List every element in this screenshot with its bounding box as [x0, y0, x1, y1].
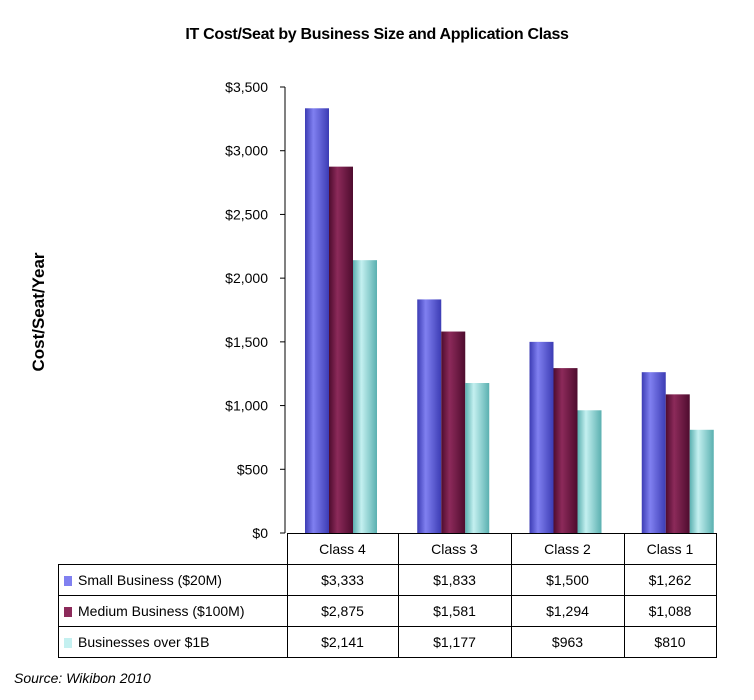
category-label: Class 2	[510, 533, 625, 565]
legend-swatch	[64, 576, 72, 586]
chart-title: IT Cost/Seat by Business Size and Applic…	[185, 26, 569, 43]
data-cell: $1,294	[510, 595, 625, 627]
data-cell: $1,262	[623, 564, 717, 596]
category-label: Class 1	[623, 533, 717, 565]
data-cell: $1,500	[510, 564, 625, 596]
data-cell: $1,581	[397, 595, 512, 627]
bar	[553, 368, 578, 533]
y-tick-label: $1,000	[225, 398, 268, 414]
bar	[577, 410, 602, 533]
bar	[305, 108, 329, 533]
y-tick-label: $2,000	[225, 270, 268, 286]
bars	[305, 108, 714, 533]
data-cell: $810	[623, 626, 717, 658]
bar	[641, 372, 666, 533]
data-cell: $1,177	[397, 626, 512, 658]
data-table-row: Businesses over $1B $2,141 $1,177 $963 $810	[58, 626, 717, 658]
y-tick-label: $3,500	[225, 79, 268, 95]
data-cell: $963	[510, 626, 625, 658]
bar	[441, 331, 466, 533]
series-name: Businesses over $1B	[78, 634, 210, 650]
data-cell: $1,088	[623, 595, 717, 627]
category-label: Class 4	[286, 533, 399, 565]
series-name: Medium Business ($100M)	[78, 603, 245, 619]
bar	[529, 341, 554, 533]
bar	[417, 299, 442, 533]
y-tick-label: $1,500	[225, 334, 268, 350]
data-table-corner	[58, 533, 288, 565]
y-tick-label: $500	[237, 461, 268, 477]
series-name: Small Business ($20M)	[78, 572, 222, 588]
y-tick-label: $3,000	[225, 143, 268, 159]
bar	[353, 260, 377, 533]
data-table: Class 4 Class 3 Class 2 Class 1 Small Bu…	[58, 533, 717, 658]
y-axis-ticks: $3,500 $3,000 $2,500 $2,000 $1,500 $1,000 $500…	[225, 79, 285, 541]
legend-entry: Businesses over $1B	[58, 626, 288, 658]
legend-swatch	[64, 638, 72, 648]
bar	[665, 394, 690, 533]
bar	[329, 166, 353, 533]
data-table-header-row: Class 4 Class 3 Class 2 Class 1	[58, 533, 717, 565]
data-cell: $2,875	[286, 595, 399, 627]
legend-entry: Medium Business ($100M)	[58, 595, 288, 627]
bar	[689, 429, 714, 533]
data-cell: $1,833	[397, 564, 512, 596]
legend-entry: Small Business ($20M)	[58, 564, 288, 596]
legend-swatch	[64, 607, 72, 617]
data-table-row: Medium Business ($100M) $2,875 $1,581 $1,29…	[58, 595, 717, 627]
category-label: Class 3	[397, 533, 512, 565]
y-tick-label: $2,500	[225, 206, 268, 222]
data-table-row: Small Business ($20M) $3,333 $1,833 $1,500 $…	[58, 564, 717, 596]
data-cell: $2,141	[286, 626, 399, 658]
bar	[465, 383, 490, 533]
data-cell: $3,333	[286, 564, 399, 596]
source-note: Source: Wikibon 2010	[14, 670, 151, 686]
